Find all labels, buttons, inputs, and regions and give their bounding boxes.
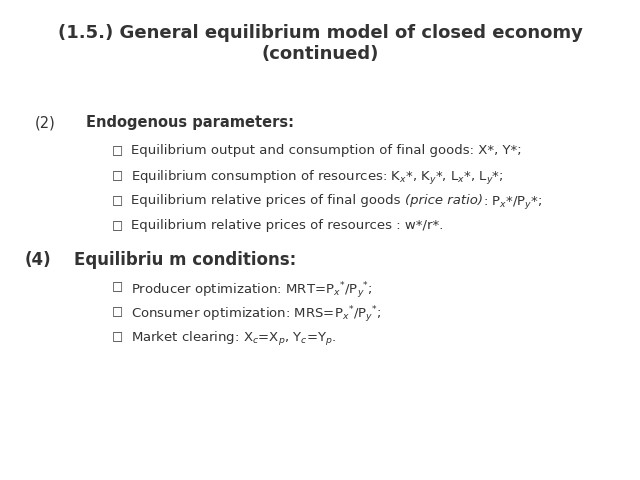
Text: □: □ (112, 305, 123, 318)
Text: Equilibrium relative prices of resources : w*/r*.: Equilibrium relative prices of resources… (131, 219, 444, 232)
Text: □: □ (112, 219, 123, 232)
Text: (price ratio): (price ratio) (405, 194, 483, 207)
Text: Consumer optimization: MRS=P$_{x}$$^{*}$/P$_{y}$$^{*}$;: Consumer optimization: MRS=P$_{x}$$^{*}$… (131, 305, 381, 325)
Text: Market clearing: X$_{c}$=X$_{p}$, Y$_{c}$=Y$_{p}$.: Market clearing: X$_{c}$=X$_{p}$, Y$_{c}… (131, 330, 337, 348)
Text: : P$_{x}$*/P$_{y}$*;: : P$_{x}$*/P$_{y}$*; (483, 194, 542, 211)
Text: □: □ (112, 330, 123, 343)
Text: (1.5.) General equilibrium model of closed economy
(continued): (1.5.) General equilibrium model of clos… (58, 24, 582, 63)
Text: Equilibrium output and consumption of final goods: X*, Y*;: Equilibrium output and consumption of fi… (131, 144, 522, 157)
Text: Producer optimization: MRT=P$_{x}$$^{*}$/P$_{y}$$^{*}$;: Producer optimization: MRT=P$_{x}$$^{*}$… (131, 280, 373, 300)
Text: (4): (4) (24, 251, 51, 269)
Text: □: □ (112, 144, 123, 157)
Text: Equilibrium relative prices of final goods: Equilibrium relative prices of final goo… (131, 194, 405, 207)
Text: □: □ (112, 169, 123, 182)
Text: Endogenous parameters:: Endogenous parameters: (86, 115, 294, 130)
Text: □: □ (112, 280, 123, 293)
Text: Equilibriu m conditions:: Equilibriu m conditions: (74, 251, 296, 269)
Text: □: □ (112, 194, 123, 207)
Text: Equilibrium consumption of resources: K$_{x}$*, K$_{y}$*, L$_{x}$*, L$_{y}$*;: Equilibrium consumption of resources: K$… (131, 169, 504, 187)
Text: (2): (2) (35, 115, 56, 130)
